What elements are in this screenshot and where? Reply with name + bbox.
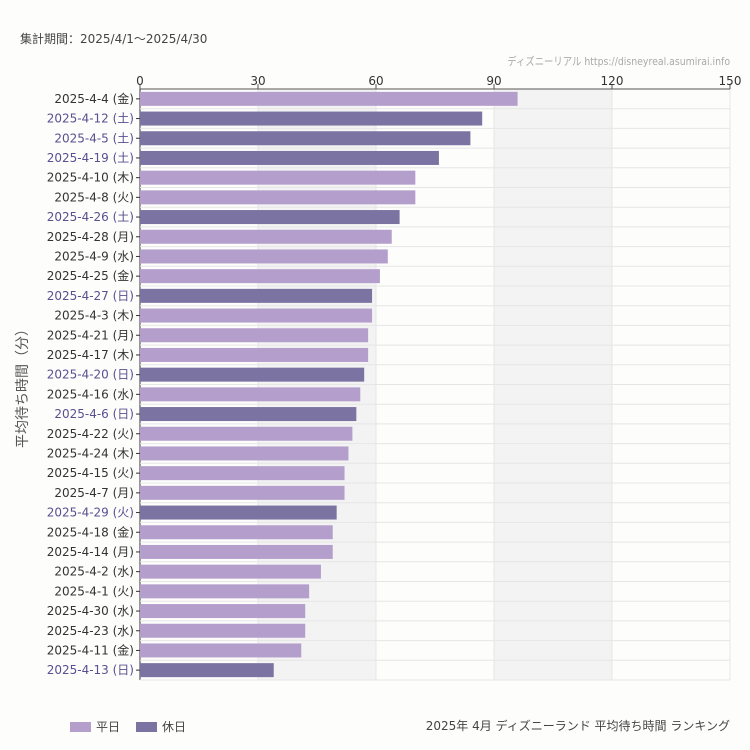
bar — [140, 170, 416, 185]
x-tick-label: 120 — [601, 74, 624, 88]
bar — [140, 190, 416, 205]
y-tick-label: 2025-4-14 (月) — [47, 545, 134, 559]
y-tick-label: 2025-4-26 (土) — [47, 210, 134, 224]
bar — [140, 249, 388, 264]
legend-holiday[interactable]: 休日 — [136, 718, 186, 735]
y-tick-label: 2025-4-7 (月) — [54, 486, 134, 500]
bar — [140, 544, 333, 559]
bar — [140, 91, 518, 106]
legend-label: 休日 — [162, 720, 187, 734]
bar — [140, 446, 349, 461]
bar — [140, 426, 353, 441]
x-tick-label: 150 — [719, 74, 742, 88]
legend-swatch-holiday — [136, 721, 157, 732]
y-tick-label: 2025-4-8 (火) — [54, 190, 134, 204]
y-tick-label: 2025-4-10 (木) — [47, 171, 134, 185]
x-tick-label: 30 — [250, 74, 265, 88]
bar — [140, 288, 373, 303]
y-tick-label: 2025-4-30 (水) — [47, 604, 134, 618]
y-tick-label: 2025-4-13 (日) — [47, 663, 134, 677]
y-tick-label: 2025-4-21 (月) — [47, 328, 134, 342]
bar — [140, 328, 369, 343]
y-tick-label: 2025-4-24 (木) — [47, 446, 134, 460]
y-tick-label: 2025-4-16 (水) — [47, 387, 134, 401]
bar — [140, 525, 333, 540]
y-tick-label: 2025-4-19 (土) — [47, 151, 134, 165]
bar — [140, 367, 365, 382]
bar — [140, 466, 345, 481]
bar — [140, 643, 302, 658]
bar — [140, 505, 337, 520]
bar — [140, 485, 345, 500]
y-tick-label: 2025-4-3 (木) — [54, 309, 134, 323]
x-tick-label: 60 — [368, 74, 383, 88]
y-tick-label: 2025-4-11 (金) — [47, 642, 134, 657]
y-tick-label: 2025-4-2 (水) — [54, 565, 134, 579]
y-tick-label: 2025-4-28 (月) — [47, 230, 134, 244]
bar — [140, 347, 369, 362]
legend-label: 平日 — [96, 720, 121, 734]
bar — [140, 663, 274, 678]
bar — [140, 150, 439, 165]
y-tick-label: 2025-4-15 (火) — [47, 466, 134, 480]
chart-title: 2025年 4月 ディズニーランド 平均待ち時間 ランキング — [425, 719, 730, 733]
bar — [140, 111, 483, 126]
y-tick-label: 2025-4-1 (火) — [54, 584, 134, 598]
y-tick-label: 2025-4-9 (水) — [54, 249, 134, 263]
bar — [140, 387, 361, 402]
bar — [140, 564, 321, 579]
bar — [140, 604, 306, 619]
y-tick-label: 2025-4-18 (金) — [47, 524, 134, 539]
bar — [140, 210, 400, 225]
y-tick-label: 2025-4-20 (日) — [47, 368, 134, 382]
bar — [140, 407, 357, 422]
bar — [140, 269, 380, 284]
y-tick-label: 2025-4-4 (金) — [54, 91, 134, 106]
y-tick-label: 2025-4-12 (土) — [47, 112, 134, 126]
bar — [140, 584, 310, 599]
y-tick-label: 2025-4-29 (火) — [47, 506, 134, 520]
period-label: 集計期間：2025/4/1〜2025/4/30 — [20, 32, 208, 46]
bar — [140, 131, 471, 146]
x-tick-label: 90 — [486, 74, 501, 88]
y-tick-label: 2025-4-25 (金) — [47, 268, 134, 283]
y-tick-label: 2025-4-27 (日) — [47, 289, 134, 303]
y-tick-label: 2025-4-23 (水) — [47, 624, 134, 638]
legend-weekday[interactable]: 平日 — [70, 718, 120, 735]
y-tick-label: 2025-4-22 (火) — [47, 427, 134, 441]
credit-label: ディズニーリアル https://disneyreal.asumirai.inf… — [507, 55, 730, 68]
bar — [140, 229, 392, 244]
y-tick-label: 2025-4-17 (木) — [47, 348, 134, 362]
bar — [140, 623, 306, 638]
y-tick-label: 2025-4-6 (日) — [54, 407, 134, 421]
legend-swatch-weekday — [70, 721, 91, 732]
bar — [140, 308, 373, 323]
y-tick-label: 2025-4-5 (土) — [54, 131, 134, 145]
x-tick-label: 0 — [136, 74, 144, 88]
